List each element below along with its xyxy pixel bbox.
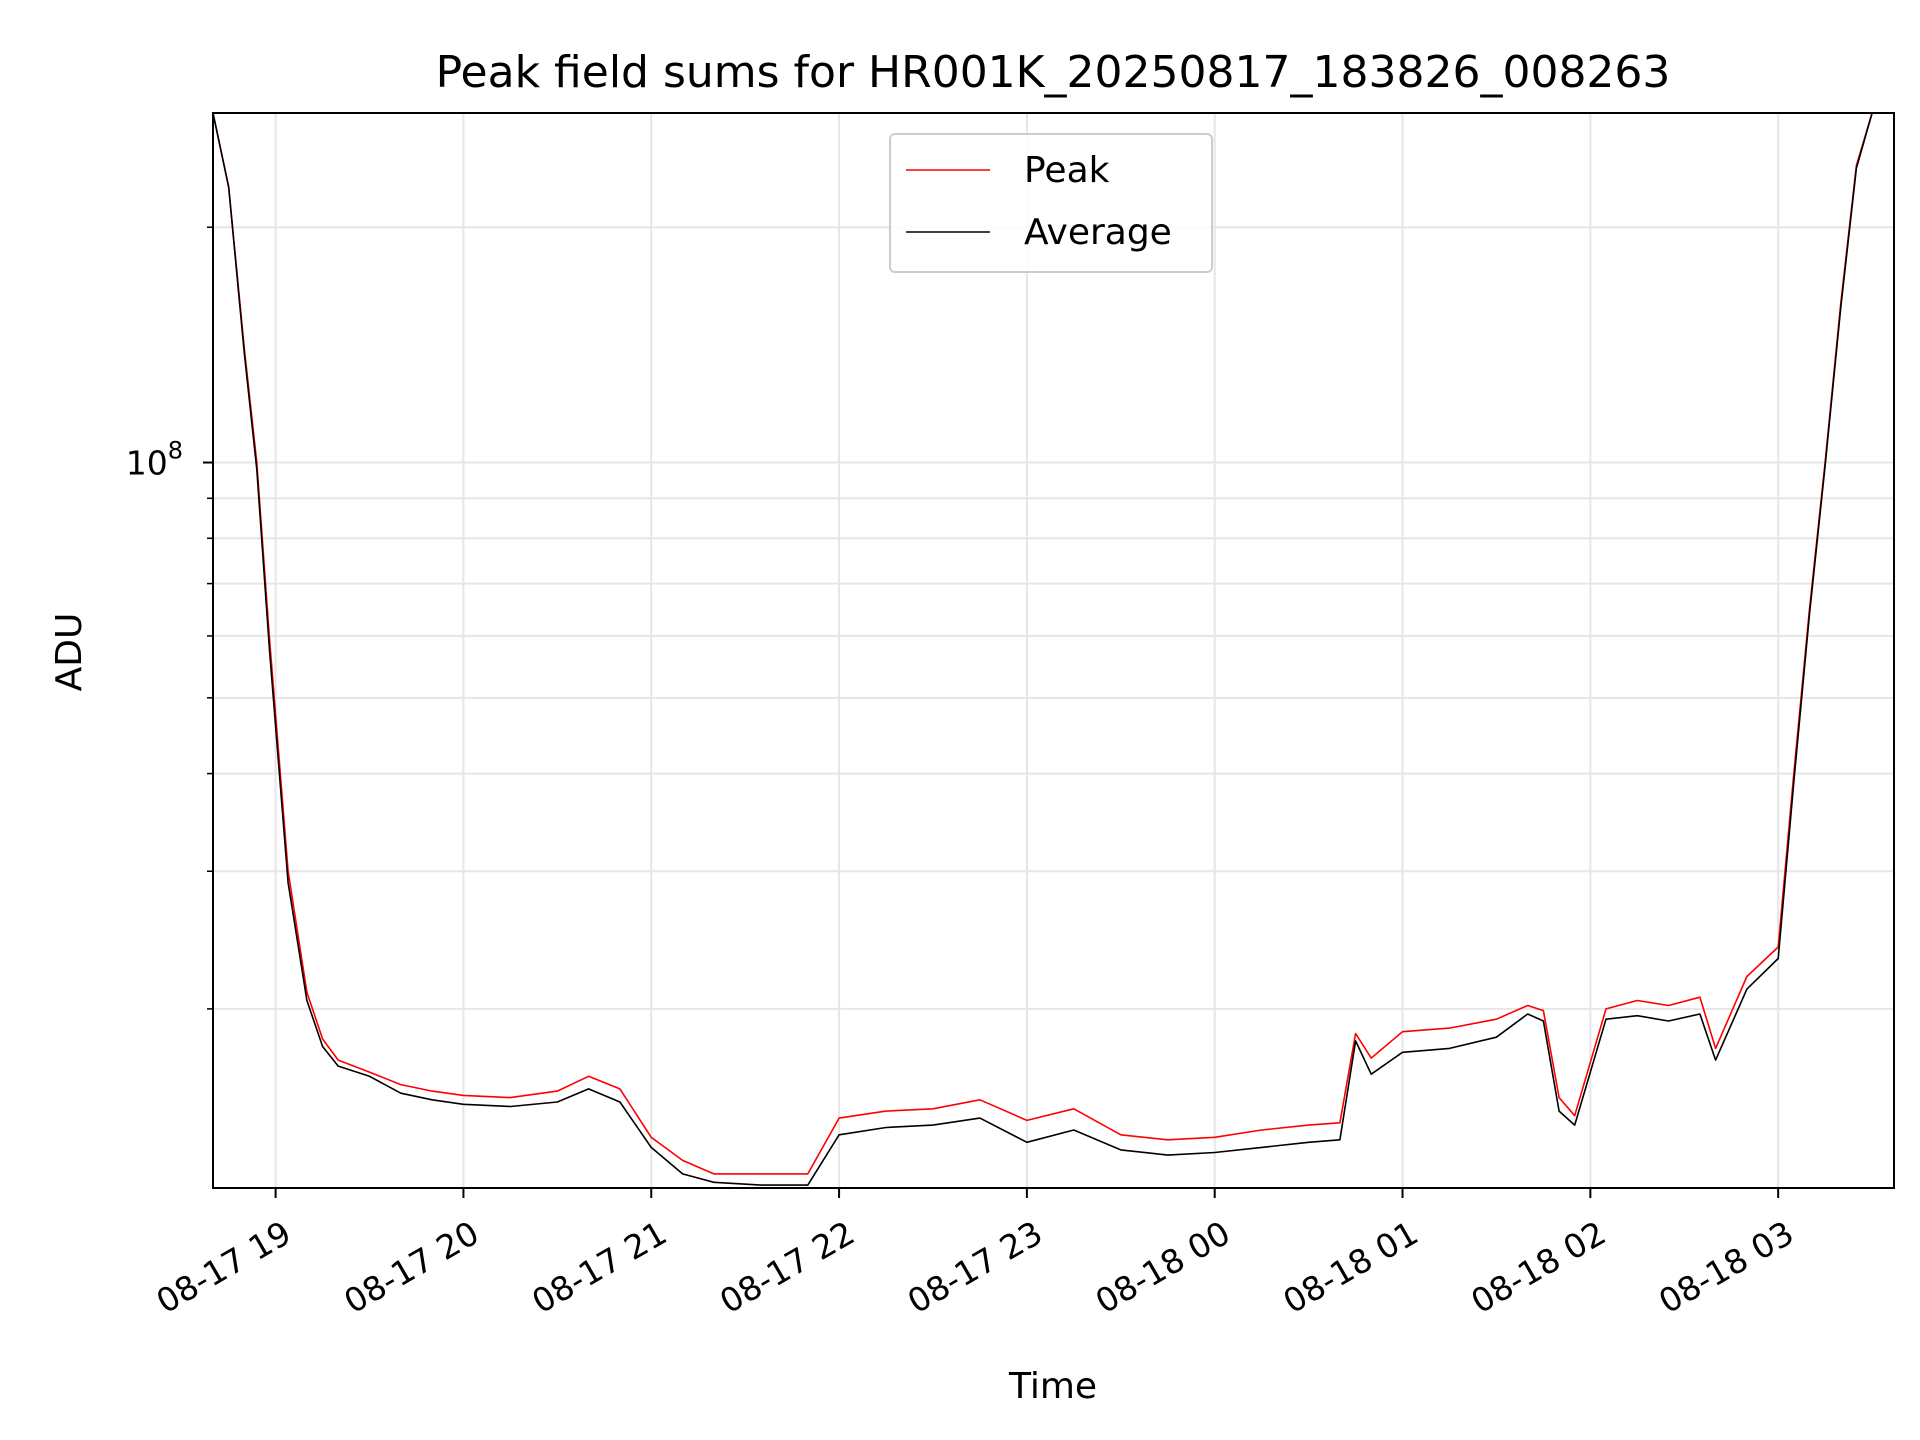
- legend-box: [889, 133, 1213, 273]
- plot-frame: [212, 112, 1895, 1189]
- series-line-average: [213, 113, 1894, 1186]
- legend-average-label: Average: [1024, 212, 1172, 253]
- series-layer: [213, 113, 1894, 1186]
- chart-title: Peak field sums for HR001K_20250817_1838…: [436, 47, 1671, 98]
- x-axis-label: Time: [1008, 1366, 1097, 1407]
- y-tick-exponent: 8: [168, 437, 183, 465]
- series-line-peak: [213, 113, 1894, 1175]
- y-axis-label: ADU: [49, 613, 90, 692]
- legend: Peak Average: [889, 133, 1213, 273]
- legend-peak-label: Peak: [1024, 150, 1110, 191]
